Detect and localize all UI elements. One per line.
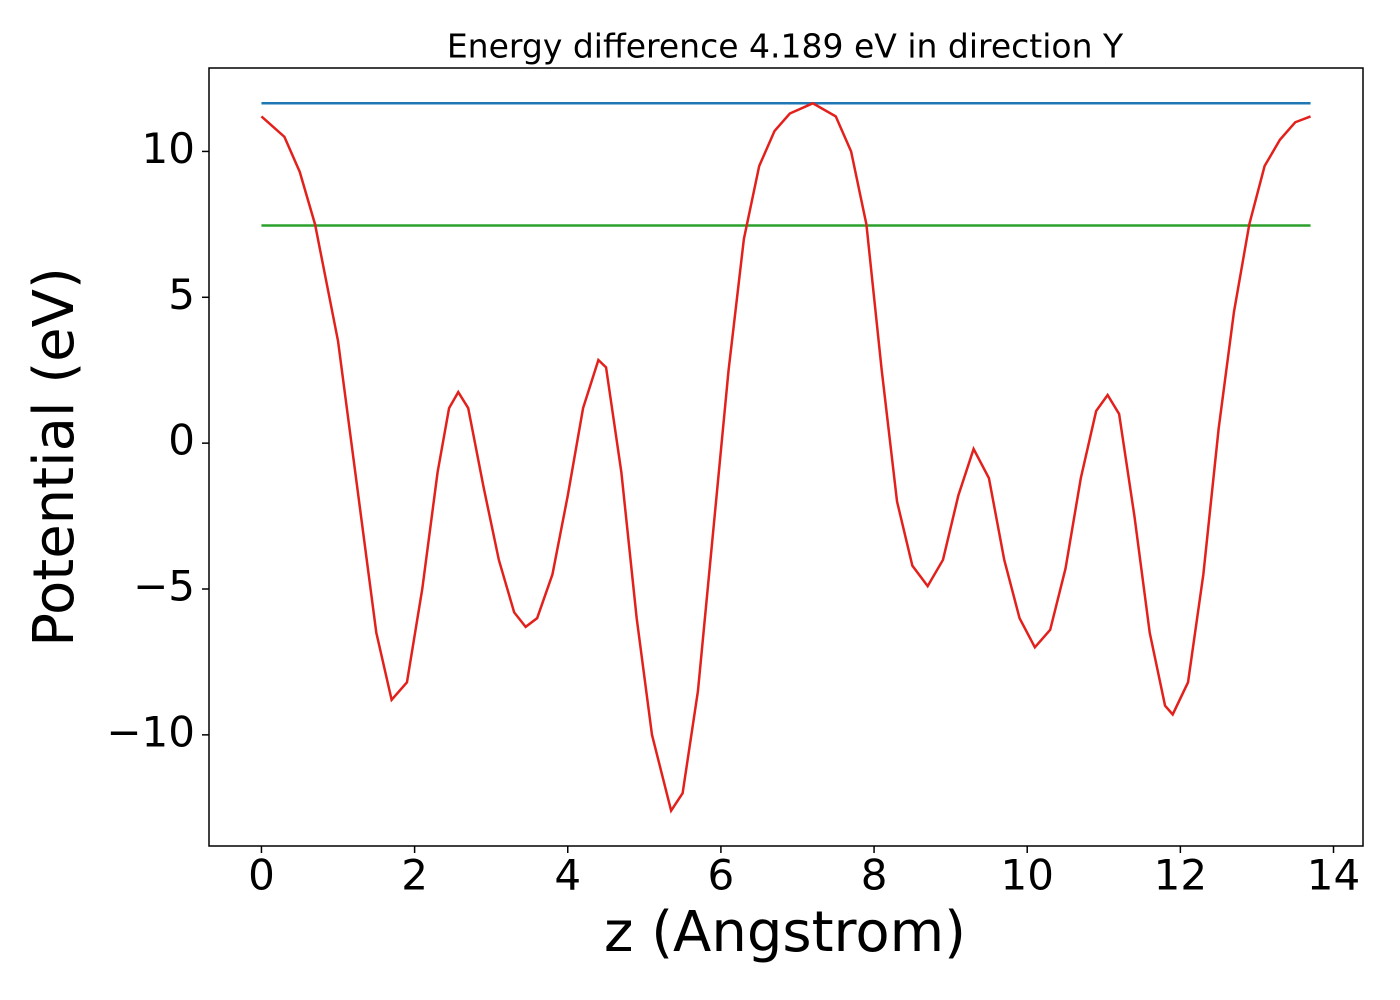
y-tick-label: −5 <box>133 562 195 611</box>
y-tick-label: −10 <box>106 707 195 756</box>
x-tick-label: 4 <box>554 851 581 900</box>
x-tick-label: 14 <box>1307 851 1360 900</box>
y-tick-label: 0 <box>168 416 195 465</box>
x-tick-label: 0 <box>248 851 275 900</box>
x-tick-label: 12 <box>1154 851 1207 900</box>
chart-title: Energy difference 4.189 eV in direction … <box>447 27 1124 66</box>
x-axis-label: z (Angstrom) <box>604 900 966 965</box>
x-tick-label: 6 <box>708 851 735 900</box>
y-tick-label: 5 <box>168 270 195 319</box>
plot-frame <box>208 67 1364 847</box>
series-line <box>260 101 1311 814</box>
x-tick-label: 10 <box>1000 851 1053 900</box>
y-axis-label: Potential (eV) <box>22 267 87 647</box>
y-tick-label: 10 <box>142 124 195 173</box>
x-tick-label: 8 <box>861 851 888 900</box>
x-tick-label: 2 <box>401 851 428 900</box>
